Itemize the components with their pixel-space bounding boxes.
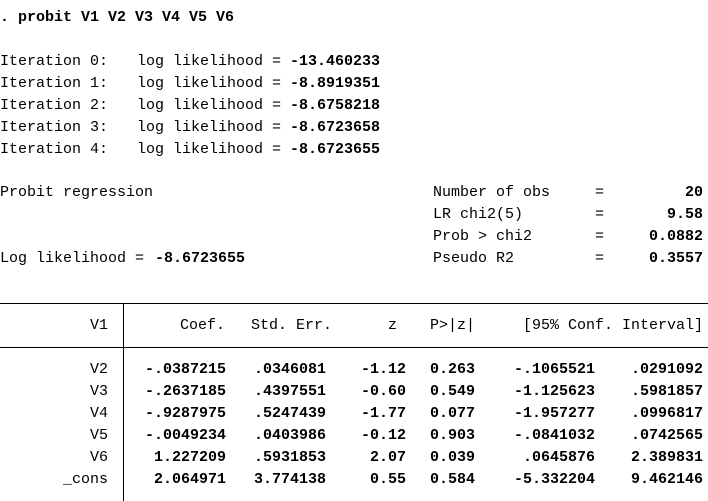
cell: .0996817 [630, 405, 703, 422]
cell: 0.077 [429, 405, 475, 422]
stat-label: LR chi2(5) [433, 206, 524, 223]
cell: .5981857 [630, 383, 703, 400]
iteration-text: log likelihood = [137, 53, 282, 70]
log-likelihood-value: -8.6723655 [155, 250, 246, 267]
stat-equals: = [595, 228, 605, 245]
cell: .0291092 [630, 361, 703, 378]
cell: .5247439 [253, 405, 326, 422]
cell: -.0841032 [513, 427, 595, 444]
row-label: V6 [89, 449, 108, 466]
cell: 0.584 [429, 471, 475, 488]
cell: -1.77 [360, 405, 406, 422]
cell: .5931853 [253, 449, 326, 466]
iteration-label: Iteration 2: [0, 97, 109, 114]
iteration-value: -8.6723655 [290, 141, 381, 158]
stat-equals: = [595, 250, 605, 267]
row-label: V5 [89, 427, 108, 444]
row-label: V4 [89, 405, 108, 422]
stat-label: Prob > chi2 [433, 228, 533, 245]
column-header: Std. Err. [250, 317, 332, 334]
stat-label: Number of obs [433, 184, 551, 201]
cell: 3.774138 [253, 471, 326, 488]
iteration-text: log likelihood = [137, 141, 282, 158]
model-title: Probit regression [0, 184, 154, 201]
iteration-value: -8.8919351 [290, 75, 381, 92]
stat-value: 0.0882 [648, 228, 703, 245]
cell: .0346081 [253, 361, 326, 378]
iteration-label: Iteration 4: [0, 141, 109, 158]
cell: 0.903 [429, 427, 475, 444]
iteration-value: -8.6723658 [290, 119, 381, 136]
cell: 9.462146 [630, 471, 703, 488]
row-label: _cons [62, 471, 108, 488]
cell: -.1065521 [513, 361, 595, 378]
row-label: V3 [89, 383, 108, 400]
column-header: Coef. [179, 317, 225, 334]
cell: .0645876 [522, 449, 595, 466]
cell: 2.07 [369, 449, 406, 466]
cell: -1.957277 [513, 405, 595, 422]
cell: 0.263 [429, 361, 475, 378]
cell: .0403986 [253, 427, 326, 444]
column-header: V1 [89, 317, 108, 334]
cell: -0.60 [360, 383, 406, 400]
stat-value: 9.58 [666, 206, 703, 223]
iteration-text: log likelihood = [137, 97, 282, 114]
cell: .4397551 [253, 383, 326, 400]
stat-equals: = [595, 206, 605, 223]
cell: -5.332204 [513, 471, 595, 488]
stat-label: Pseudo R2 [433, 250, 515, 267]
cell: 1.227209 [153, 449, 226, 466]
iteration-text: log likelihood = [137, 119, 282, 136]
cell: 2.389831 [630, 449, 703, 466]
iteration-label: Iteration 3: [0, 119, 109, 136]
iteration-value: -13.460233 [290, 53, 381, 70]
table-header-rule [0, 347, 708, 348]
cell: -.0387215 [144, 361, 226, 378]
cell: 0.55 [369, 471, 406, 488]
stat-value: 0.3557 [648, 250, 703, 267]
column-header: [95% Conf. Interval] [522, 317, 703, 334]
table-column-rule [123, 303, 124, 501]
table-top-rule [0, 303, 708, 304]
cell: -1.125623 [513, 383, 595, 400]
stat-equals: = [595, 184, 605, 201]
cell: 0.039 [429, 449, 475, 466]
cell: -.2637185 [144, 383, 226, 400]
command: . probit V1 V2 V3 V4 V5 V6 [0, 9, 235, 26]
row-label: V2 [89, 361, 108, 378]
cell: -.9287975 [144, 405, 226, 422]
iteration-label: Iteration 1: [0, 75, 109, 92]
log-likelihood-label: Log likelihood = [0, 250, 145, 267]
cell: 0.549 [429, 383, 475, 400]
iteration-label: Iteration 0: [0, 53, 109, 70]
cell: 2.064971 [153, 471, 226, 488]
iteration-text: log likelihood = [137, 75, 282, 92]
cell: .0742565 [630, 427, 703, 444]
stat-value: 20 [684, 184, 703, 201]
column-header: P>|z| [429, 317, 475, 334]
cell: -.0049234 [144, 427, 226, 444]
column-header: z [387, 317, 397, 334]
cell: -0.12 [360, 427, 406, 444]
cell: -1.12 [360, 361, 406, 378]
iteration-value: -8.6758218 [290, 97, 381, 114]
